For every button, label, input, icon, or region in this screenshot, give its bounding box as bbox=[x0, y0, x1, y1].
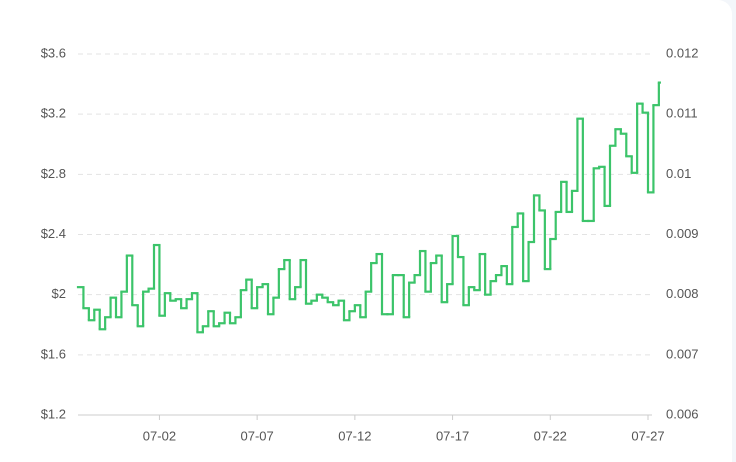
y-tick-label: $1.2 bbox=[41, 406, 66, 421]
x-tick-label: 07-12 bbox=[338, 428, 371, 443]
x-tick-label: 07-02 bbox=[143, 428, 176, 443]
y2-tick-label: 0.006 bbox=[666, 406, 699, 421]
y-tick-label: $3.2 bbox=[41, 106, 66, 121]
x-tick-label: 07-22 bbox=[534, 428, 567, 443]
y2-tick-label: 0.011 bbox=[666, 106, 698, 121]
y2-tick-label: 0.007 bbox=[666, 346, 699, 361]
y2-tick-label: 0.01 bbox=[666, 166, 691, 181]
y-tick-label: $2 bbox=[52, 286, 66, 301]
x-tick-label: 07-07 bbox=[241, 428, 274, 443]
y2-tick-label: 0.008 bbox=[666, 286, 699, 301]
y-tick-label: $2.4 bbox=[41, 226, 66, 241]
x-tick-label: 07-17 bbox=[436, 428, 469, 443]
x-tick-label: 07-27 bbox=[631, 428, 664, 443]
y-tick-label: $1.6 bbox=[41, 346, 66, 361]
y2-tick-label: 0.012 bbox=[666, 45, 699, 60]
y2-tick-label: 0.009 bbox=[666, 226, 699, 241]
y-tick-label: $2.8 bbox=[41, 166, 66, 181]
y-tick-label: $3.6 bbox=[41, 45, 66, 60]
